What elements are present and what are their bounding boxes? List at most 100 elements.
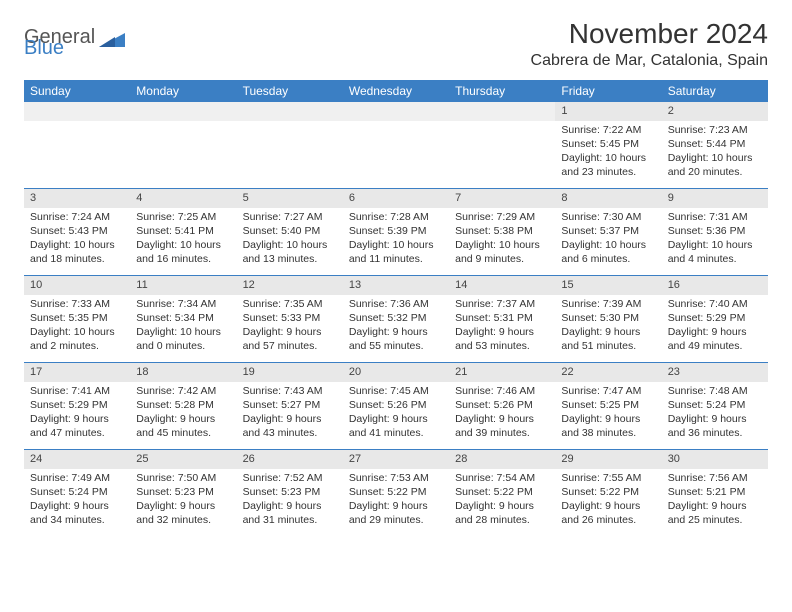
- daylight-text: Daylight: 10 hours and 23 minutes.: [561, 151, 655, 179]
- day-number: 21: [449, 363, 555, 382]
- daylight-text: Daylight: 10 hours and 6 minutes.: [561, 238, 655, 266]
- sunrise-text: Sunrise: 7:34 AM: [136, 297, 230, 311]
- day-number: 24: [24, 450, 130, 469]
- day-number: 4: [130, 189, 236, 208]
- day-details: Sunrise: 7:47 AMSunset: 5:25 PMDaylight:…: [555, 382, 661, 445]
- day-number: 13: [343, 276, 449, 295]
- calendar-day: 6Sunrise: 7:28 AMSunset: 5:39 PMDaylight…: [343, 189, 449, 275]
- day-number: [343, 102, 449, 121]
- day-number: 7: [449, 189, 555, 208]
- weekday-header: Thursday: [449, 80, 555, 102]
- day-number: 18: [130, 363, 236, 382]
- sunrise-text: Sunrise: 7:22 AM: [561, 123, 655, 137]
- daylight-text: Daylight: 10 hours and 13 minutes.: [243, 238, 337, 266]
- daylight-text: Daylight: 9 hours and 25 minutes.: [668, 499, 762, 527]
- day-number: [237, 102, 343, 121]
- daylight-text: Daylight: 9 hours and 43 minutes.: [243, 412, 337, 440]
- sunrise-text: Sunrise: 7:45 AM: [349, 384, 443, 398]
- sunset-text: Sunset: 5:23 PM: [243, 485, 337, 499]
- calendar-day: 30Sunrise: 7:56 AMSunset: 5:21 PMDayligh…: [662, 450, 768, 536]
- day-details: [449, 121, 555, 181]
- day-number: 30: [662, 450, 768, 469]
- day-details: Sunrise: 7:52 AMSunset: 5:23 PMDaylight:…: [237, 469, 343, 532]
- day-details: Sunrise: 7:29 AMSunset: 5:38 PMDaylight:…: [449, 208, 555, 271]
- day-number: 6: [343, 189, 449, 208]
- sunrise-text: Sunrise: 7:30 AM: [561, 210, 655, 224]
- calendar-day: 29Sunrise: 7:55 AMSunset: 5:22 PMDayligh…: [555, 450, 661, 536]
- day-details: Sunrise: 7:36 AMSunset: 5:32 PMDaylight:…: [343, 295, 449, 358]
- calendar-day: 22Sunrise: 7:47 AMSunset: 5:25 PMDayligh…: [555, 363, 661, 449]
- sunrise-text: Sunrise: 7:48 AM: [668, 384, 762, 398]
- weekday-header: Wednesday: [343, 80, 449, 102]
- daylight-text: Daylight: 9 hours and 55 minutes.: [349, 325, 443, 353]
- sunset-text: Sunset: 5:38 PM: [455, 224, 549, 238]
- day-details: [343, 121, 449, 181]
- daylight-text: Daylight: 10 hours and 4 minutes.: [668, 238, 762, 266]
- weekday-header: Sunday: [24, 80, 130, 102]
- day-details: Sunrise: 7:54 AMSunset: 5:22 PMDaylight:…: [449, 469, 555, 532]
- daylight-text: Daylight: 10 hours and 2 minutes.: [30, 325, 124, 353]
- sunset-text: Sunset: 5:29 PM: [30, 398, 124, 412]
- day-number: 20: [343, 363, 449, 382]
- day-details: Sunrise: 7:46 AMSunset: 5:26 PMDaylight:…: [449, 382, 555, 445]
- calendar-day: 18Sunrise: 7:42 AMSunset: 5:28 PMDayligh…: [130, 363, 236, 449]
- weekday-header-row: Sunday Monday Tuesday Wednesday Thursday…: [24, 80, 768, 102]
- daylight-text: Daylight: 9 hours and 38 minutes.: [561, 412, 655, 440]
- sunset-text: Sunset: 5:22 PM: [561, 485, 655, 499]
- day-details: Sunrise: 7:28 AMSunset: 5:39 PMDaylight:…: [343, 208, 449, 271]
- day-details: Sunrise: 7:45 AMSunset: 5:26 PMDaylight:…: [343, 382, 449, 445]
- day-number: 14: [449, 276, 555, 295]
- day-details: Sunrise: 7:48 AMSunset: 5:24 PMDaylight:…: [662, 382, 768, 445]
- sunset-text: Sunset: 5:40 PM: [243, 224, 337, 238]
- daylight-text: Daylight: 9 hours and 36 minutes.: [668, 412, 762, 440]
- weekday-header: Friday: [555, 80, 661, 102]
- calendar-day: 1Sunrise: 7:22 AMSunset: 5:45 PMDaylight…: [555, 102, 661, 188]
- calendar-day: 23Sunrise: 7:48 AMSunset: 5:24 PMDayligh…: [662, 363, 768, 449]
- daylight-text: Daylight: 9 hours and 47 minutes.: [30, 412, 124, 440]
- sunset-text: Sunset: 5:22 PM: [455, 485, 549, 499]
- daylight-text: Daylight: 10 hours and 0 minutes.: [136, 325, 230, 353]
- day-number: 12: [237, 276, 343, 295]
- calendar-week: 3Sunrise: 7:24 AMSunset: 5:43 PMDaylight…: [24, 189, 768, 276]
- sunset-text: Sunset: 5:41 PM: [136, 224, 230, 238]
- sunset-text: Sunset: 5:22 PM: [349, 485, 443, 499]
- calendar-week: 10Sunrise: 7:33 AMSunset: 5:35 PMDayligh…: [24, 276, 768, 363]
- day-number: 22: [555, 363, 661, 382]
- day-details: Sunrise: 7:34 AMSunset: 5:34 PMDaylight:…: [130, 295, 236, 358]
- sunrise-text: Sunrise: 7:54 AM: [455, 471, 549, 485]
- sunset-text: Sunset: 5:33 PM: [243, 311, 337, 325]
- sunrise-text: Sunrise: 7:29 AM: [455, 210, 549, 224]
- calendar-day: 10Sunrise: 7:33 AMSunset: 5:35 PMDayligh…: [24, 276, 130, 362]
- day-details: Sunrise: 7:37 AMSunset: 5:31 PMDaylight:…: [449, 295, 555, 358]
- sunrise-text: Sunrise: 7:37 AM: [455, 297, 549, 311]
- calendar-day: [237, 102, 343, 188]
- sunrise-text: Sunrise: 7:43 AM: [243, 384, 337, 398]
- calendar-day: 19Sunrise: 7:43 AMSunset: 5:27 PMDayligh…: [237, 363, 343, 449]
- day-number: 15: [555, 276, 661, 295]
- calendar-day: 16Sunrise: 7:40 AMSunset: 5:29 PMDayligh…: [662, 276, 768, 362]
- calendar-day: [24, 102, 130, 188]
- logo-text-2: Blue: [24, 37, 64, 60]
- sunset-text: Sunset: 5:37 PM: [561, 224, 655, 238]
- location: Cabrera de Mar, Catalonia, Spain: [531, 52, 768, 70]
- day-details: Sunrise: 7:25 AMSunset: 5:41 PMDaylight:…: [130, 208, 236, 271]
- day-number: [449, 102, 555, 121]
- calendar-day: 27Sunrise: 7:53 AMSunset: 5:22 PMDayligh…: [343, 450, 449, 536]
- day-number: 29: [555, 450, 661, 469]
- month-title: November 2024: [531, 18, 768, 50]
- day-number: 2: [662, 102, 768, 121]
- sunset-text: Sunset: 5:35 PM: [30, 311, 124, 325]
- calendar-day: 20Sunrise: 7:45 AMSunset: 5:26 PMDayligh…: [343, 363, 449, 449]
- daylight-text: Daylight: 10 hours and 11 minutes.: [349, 238, 443, 266]
- calendar-day: [343, 102, 449, 188]
- daylight-text: Daylight: 9 hours and 51 minutes.: [561, 325, 655, 353]
- sunrise-text: Sunrise: 7:42 AM: [136, 384, 230, 398]
- calendar-day: 14Sunrise: 7:37 AMSunset: 5:31 PMDayligh…: [449, 276, 555, 362]
- daylight-text: Daylight: 10 hours and 9 minutes.: [455, 238, 549, 266]
- weekday-header: Saturday: [662, 80, 768, 102]
- calendar-day: 13Sunrise: 7:36 AMSunset: 5:32 PMDayligh…: [343, 276, 449, 362]
- sunrise-text: Sunrise: 7:55 AM: [561, 471, 655, 485]
- calendar-day: 28Sunrise: 7:54 AMSunset: 5:22 PMDayligh…: [449, 450, 555, 536]
- sunset-text: Sunset: 5:45 PM: [561, 137, 655, 151]
- daylight-text: Daylight: 9 hours and 57 minutes.: [243, 325, 337, 353]
